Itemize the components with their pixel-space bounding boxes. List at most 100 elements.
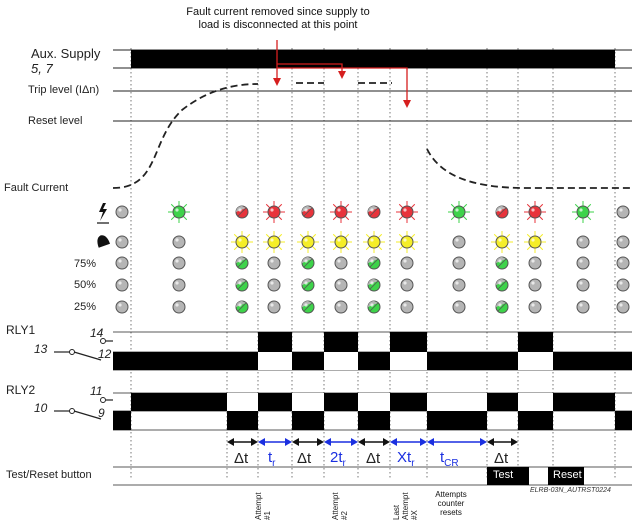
led-alarm-9 (495, 235, 509, 249)
led-50-5 (334, 278, 348, 292)
led-25-8 (452, 300, 466, 314)
led-fault-2-slash (237, 207, 247, 217)
led-25-12-glint (619, 303, 623, 307)
led-50-0-glint (118, 281, 122, 285)
led-25-5 (334, 300, 348, 314)
led-fault-1-glint (175, 208, 179, 212)
arrow-red-branch-3 (277, 67, 408, 105)
led-50-4-slash (303, 280, 313, 290)
led-fault-7-glint (403, 208, 407, 212)
rly1-contact-12-gap-2 (390, 352, 427, 370)
led-alarm-8 (452, 235, 466, 249)
led-fault-12-glint (619, 208, 623, 212)
tr-interval-head-r (285, 438, 292, 446)
rly1-contact-14-pulse-1 (324, 332, 358, 352)
led-fault-7 (400, 205, 414, 219)
led-50-3 (267, 278, 281, 292)
dt-label-4: Δt (494, 450, 509, 467)
led-fault-9-glint (498, 208, 502, 212)
led-50-10-glint (531, 281, 535, 285)
led-fault-2-glint (238, 208, 242, 212)
rly2-contact-9-start (113, 411, 131, 430)
led-75-2-slash (237, 258, 247, 268)
attempt-2-note: Attempt #2 (331, 492, 349, 520)
led-fault-0 (115, 205, 129, 219)
led-fault-12 (616, 205, 630, 219)
led-50-2-slash (237, 280, 247, 290)
rly2-contact-9-pulse-1 (292, 411, 324, 430)
led-75-10 (528, 256, 542, 270)
terminal-14: 14 (90, 326, 104, 340)
led-fault-5 (334, 205, 348, 219)
attempt-last-note: Last Attempt #X (392, 492, 419, 520)
led-75-2-glint (238, 259, 242, 263)
led-75-10-glint (531, 259, 535, 263)
led-alarm-2 (235, 235, 249, 249)
led-25-6-glint (370, 303, 374, 307)
led-fault-5-glint (337, 208, 341, 212)
rly1-contact-12-gap-0 (258, 352, 292, 370)
led-alarm-9-glint (498, 238, 502, 242)
led-75-7-glint (403, 259, 407, 263)
two-tr-interval-head-r (351, 438, 358, 446)
led-alarm-8-glint (455, 238, 459, 242)
dt-interval-3-head-l (358, 438, 365, 446)
led-50-4-glint (304, 281, 308, 285)
led-alarm-0-glint (118, 238, 122, 242)
led-25-7 (400, 300, 414, 314)
rly2-contact-9-pulse-4 (518, 411, 553, 430)
rly2-contact-11-gap-4 (518, 393, 553, 411)
led-50-6-glint (370, 281, 374, 285)
tr-label: tr (268, 449, 276, 469)
led-50-10 (528, 278, 542, 292)
two-tr-interval-head-l (324, 438, 331, 446)
led-alarm-10-glint (531, 238, 535, 242)
arrow-red-head-3 (403, 100, 411, 108)
dt-label-3: Δt (366, 450, 381, 467)
tcr-label: tCR (440, 449, 459, 469)
dt-interval-3-head-r (383, 438, 390, 446)
led-25-1 (172, 300, 186, 314)
fault-current-label: Fault Current (4, 182, 69, 194)
dt-interval-4-head-l (487, 438, 494, 446)
led-alarm-5-glint (337, 238, 341, 242)
dt-label-2: Δt (297, 450, 312, 467)
rly2-contact-9-pulse-2 (358, 411, 390, 430)
led-75-12-glint (619, 259, 623, 263)
rly1-contact-12-band (113, 352, 632, 370)
led-75-5-glint (337, 259, 341, 263)
pct50-label: 50% (74, 279, 97, 291)
rly1-contact-12-gap-3 (518, 352, 553, 370)
attempt-1-note: Attempt #1 (254, 492, 272, 520)
led-25-10-glint (531, 303, 535, 307)
led-alarm-12 (616, 235, 630, 249)
led-25-1-glint (175, 303, 179, 307)
rly1-symbol-pivot (69, 349, 75, 355)
rly1-label: RLY1 (6, 323, 36, 337)
led-25-2-glint (238, 303, 242, 307)
led-25-3 (267, 300, 281, 314)
arrow-red-head-2 (338, 71, 346, 79)
led-alarm-11 (576, 235, 590, 249)
led-50-1 (172, 278, 186, 292)
aux-supply-on-block (131, 50, 615, 68)
led-75-4-glint (304, 259, 308, 263)
led-alarm-10 (528, 235, 542, 249)
led-50-6-slash (369, 280, 379, 290)
fault-current-decay (426, 148, 632, 189)
dt-interval-1-head-l (227, 438, 234, 446)
led-alarm-3 (267, 235, 281, 249)
led-alarm-11-glint (579, 238, 583, 242)
rly2-contact-11-gap-2 (358, 393, 390, 411)
tr-interval-head-l (258, 438, 265, 446)
led-75-1 (172, 256, 186, 270)
led-alarm-5 (334, 235, 348, 249)
led-50-12-glint (619, 281, 623, 285)
bell-icon (97, 235, 111, 248)
rly2-contact-9-pulse-0 (227, 411, 258, 430)
x-tr-interval-head-l (390, 438, 397, 446)
led-fault-10 (528, 205, 542, 219)
led-50-9-slash (497, 280, 507, 290)
